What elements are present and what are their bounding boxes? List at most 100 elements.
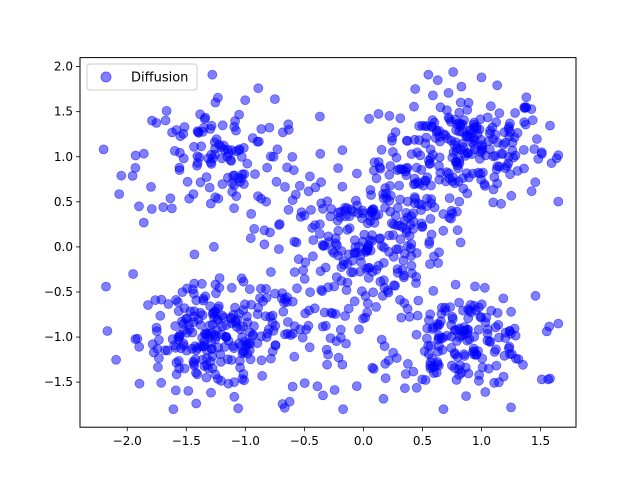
- data-point: [217, 179, 228, 190]
- data-point: [191, 295, 202, 306]
- data-point: [161, 106, 172, 116]
- data-point: [344, 223, 355, 234]
- data-point: [477, 353, 488, 364]
- data-point: [530, 177, 541, 188]
- data-point: [333, 163, 344, 174]
- data-point: [413, 295, 424, 306]
- data-point: [473, 324, 484, 335]
- data-point: [226, 313, 237, 324]
- data-point: [102, 326, 113, 336]
- data-point: [166, 203, 177, 214]
- data-point: [293, 254, 304, 265]
- data-point: [365, 185, 376, 195]
- data-point: [255, 283, 266, 294]
- data-point: [262, 162, 273, 173]
- data-point: [343, 303, 354, 314]
- data-point: [486, 305, 497, 316]
- data-point: [388, 347, 399, 358]
- data-point: [208, 241, 219, 252]
- data-point: [371, 301, 382, 312]
- data-point: [201, 329, 212, 340]
- y-tick-label: 0.0: [54, 240, 73, 254]
- data-point: [444, 193, 455, 204]
- data-point: [473, 375, 484, 386]
- data-point: [351, 168, 362, 179]
- legend-marker: [100, 71, 112, 83]
- data-point: [171, 357, 182, 368]
- data-point: [256, 124, 267, 134]
- data-point: [265, 151, 276, 162]
- data-point: [378, 189, 389, 199]
- data-point: [438, 209, 449, 219]
- data-point: [391, 244, 402, 255]
- data-point: [215, 356, 226, 367]
- data-point: [259, 239, 270, 250]
- legend: Diffusion: [86, 63, 198, 91]
- data-point: [174, 165, 185, 176]
- data-point: [425, 213, 436, 224]
- data-point: [323, 349, 334, 360]
- data-point: [277, 127, 288, 138]
- data-point: [489, 377, 500, 388]
- data-point: [484, 128, 495, 139]
- data-point: [451, 374, 462, 385]
- data-point: [433, 334, 444, 345]
- data-point: [384, 180, 395, 191]
- data-point: [317, 286, 328, 297]
- x-tick-label: −1.5: [172, 434, 201, 448]
- data-point: [465, 299, 476, 310]
- data-point: [402, 135, 413, 146]
- data-point: [156, 377, 167, 388]
- data-point: [143, 300, 153, 310]
- data-point: [373, 260, 384, 271]
- data-point: [197, 126, 208, 137]
- data-point: [553, 318, 564, 329]
- data-point: [329, 385, 340, 395]
- data-point: [395, 194, 406, 205]
- data-point: [409, 101, 419, 112]
- data-point: [338, 404, 349, 415]
- data-point: [256, 331, 267, 342]
- data-point: [434, 152, 445, 163]
- data-point: [511, 353, 521, 364]
- data-point: [367, 207, 378, 218]
- data-point: [210, 192, 221, 203]
- data-point: [217, 321, 228, 332]
- data-point: [170, 385, 181, 396]
- data-point: [270, 320, 281, 331]
- data-point: [473, 167, 483, 178]
- data-point: [176, 316, 187, 327]
- data-point: [465, 125, 476, 136]
- data-point: [453, 163, 464, 174]
- data-point: [485, 101, 496, 112]
- data-point: [191, 398, 202, 409]
- data-point: [349, 296, 360, 307]
- data-point: [462, 324, 473, 335]
- data-point: [452, 352, 463, 363]
- data-point: [335, 206, 346, 217]
- x-tick-label: 1.5: [531, 434, 550, 448]
- data-point: [151, 322, 162, 333]
- data-point: [350, 195, 361, 206]
- data-point: [428, 322, 439, 333]
- data-point: [454, 332, 465, 343]
- data-point: [127, 170, 138, 181]
- data-point: [336, 262, 347, 273]
- data-point: [530, 290, 541, 301]
- data-point: [212, 92, 223, 103]
- data-point: [521, 92, 532, 103]
- data-point: [256, 355, 267, 366]
- data-point: [350, 242, 361, 253]
- data-point: [98, 144, 109, 155]
- data-point: [504, 341, 515, 352]
- data-point: [337, 145, 348, 156]
- data-point: [435, 102, 446, 113]
- data-point: [519, 117, 530, 128]
- data-point: [308, 235, 319, 246]
- data-point: [309, 303, 320, 314]
- data-point: [158, 202, 169, 213]
- data-point: [265, 353, 276, 364]
- data-point: [406, 239, 417, 250]
- data-point: [462, 188, 473, 199]
